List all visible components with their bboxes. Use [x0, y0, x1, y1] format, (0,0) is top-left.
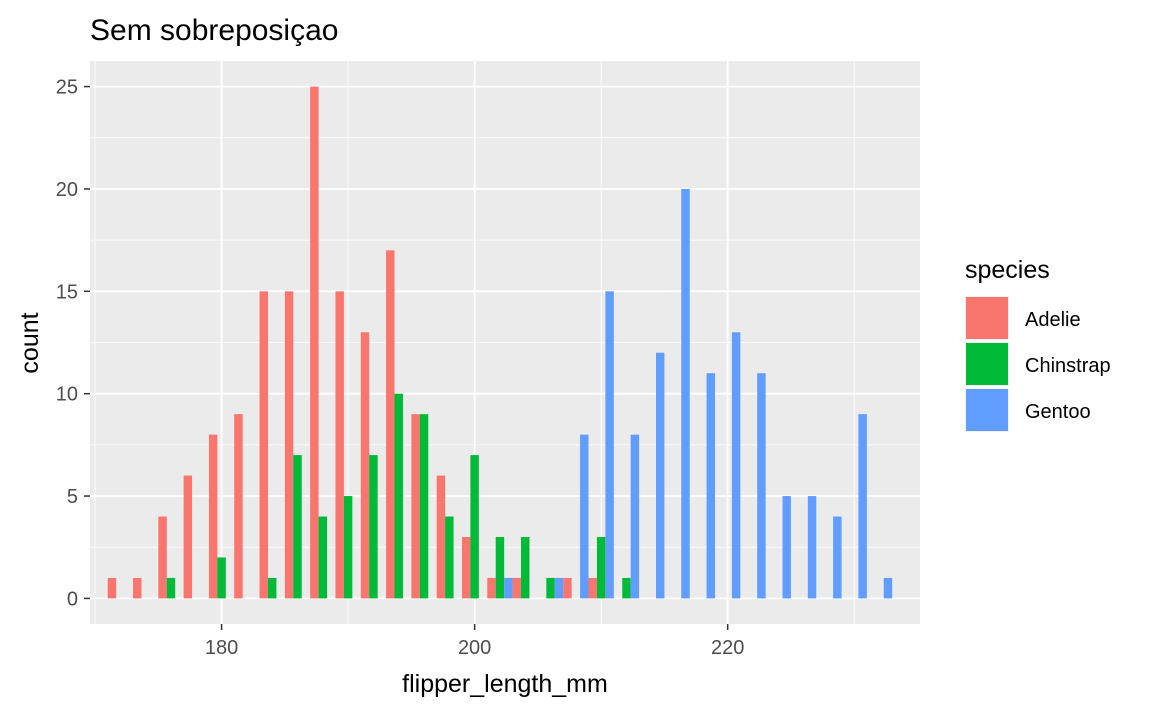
y-tick-label: 0	[67, 588, 78, 610]
bar-adelie	[487, 577, 496, 599]
bar-adelie	[386, 250, 395, 599]
legend-label-adelie: Adelie	[1025, 309, 1081, 331]
bar-adelie	[588, 577, 597, 599]
bar-chinstrap	[596, 536, 606, 599]
bar-adelie	[259, 291, 268, 599]
bar-adelie	[310, 86, 319, 599]
legend: species Adelie Chinstrap Gentoo	[965, 256, 1111, 432]
legend-key-gentoo	[966, 389, 1008, 431]
bar-gentoo	[706, 373, 716, 599]
bar-gentoo	[782, 496, 791, 599]
bar-chinstrap	[495, 536, 505, 599]
bar-gentoo	[504, 577, 513, 599]
y-tick-label: 15	[56, 281, 78, 303]
bar-adelie	[512, 577, 522, 599]
bar-chinstrap	[394, 393, 403, 599]
legend-label-chinstrap: Chinstrap	[1025, 355, 1111, 377]
bar-chinstrap	[217, 557, 226, 599]
bar-chinstrap	[470, 455, 479, 599]
bar-adelie	[284, 291, 294, 599]
bar-gentoo	[554, 577, 564, 599]
bar-adelie	[133, 577, 142, 599]
bar-gentoo	[807, 496, 817, 599]
legend-title: species	[965, 256, 1050, 284]
y-tick-label: 25	[56, 77, 78, 99]
bar-adelie	[208, 434, 218, 599]
y-axis: 0 5 10 15 20 25	[56, 77, 90, 610]
bar-gentoo	[731, 332, 741, 599]
x-axis: 180 200 220	[205, 624, 744, 659]
bar-chinstrap	[267, 577, 277, 599]
y-tick-label: 20	[56, 179, 78, 201]
bar-chinstrap	[318, 516, 328, 599]
bar-gentoo	[580, 434, 589, 599]
legend-key-chinstrap	[966, 343, 1008, 385]
bar-gentoo	[605, 291, 614, 599]
bar-adelie	[411, 414, 420, 599]
bar-chinstrap	[343, 496, 353, 599]
y-tick-label: 10	[56, 384, 78, 406]
x-tick-label: 220	[711, 637, 744, 659]
bar-adelie	[183, 475, 193, 599]
bar-chinstrap	[445, 516, 454, 599]
y-axis-title: count	[16, 312, 44, 373]
bar-gentoo	[655, 352, 665, 599]
bar-chinstrap	[369, 455, 378, 599]
bar-adelie	[107, 577, 117, 599]
bar-adelie	[436, 475, 446, 599]
y-tick-label: 5	[67, 486, 78, 508]
bar-chinstrap	[419, 414, 429, 599]
bar-adelie	[234, 414, 243, 599]
x-axis-title: flipper_length_mm	[402, 670, 608, 698]
bar-adelie	[461, 536, 471, 599]
bar-chinstrap	[293, 455, 302, 599]
bar-adelie	[563, 577, 572, 599]
bar-chinstrap	[546, 577, 555, 599]
chart-title: Sem sobreposiçao	[90, 14, 338, 47]
bar-chinstrap	[166, 577, 176, 599]
legend-label-gentoo: Gentoo	[1025, 401, 1091, 423]
bar-gentoo	[681, 188, 690, 599]
bars-layer	[107, 86, 893, 599]
x-tick-label: 200	[458, 637, 491, 659]
bar-gentoo	[883, 577, 893, 599]
x-tick-label: 180	[205, 637, 238, 659]
bar-chinstrap	[521, 536, 530, 599]
legend-key-adelie	[966, 297, 1008, 339]
bar-adelie	[158, 516, 167, 599]
bar-adelie	[335, 291, 344, 599]
bar-gentoo	[757, 373, 766, 599]
bar-gentoo	[833, 516, 842, 599]
bar-chinstrap	[622, 577, 631, 599]
bar-gentoo	[858, 414, 867, 599]
bar-gentoo	[630, 434, 640, 599]
bar-adelie	[360, 332, 370, 599]
